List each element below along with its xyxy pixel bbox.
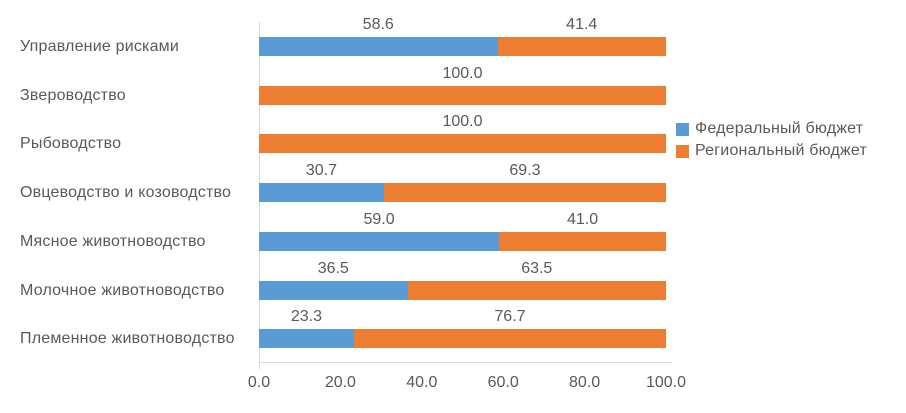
x-axis-tick-label: 80.0: [569, 374, 601, 391]
bar-value-label: 69.3: [509, 162, 541, 180]
bar-segment-regional: [497, 37, 666, 56]
bar-segment-regional: [407, 280, 666, 300]
legend-entry-federal-budget: Федеральный бюджет: [676, 120, 867, 137]
bar-value-label: 59.0: [363, 210, 395, 228]
bar-value-label: 76.7: [494, 308, 526, 326]
category-label: Звероводство: [20, 86, 126, 104]
bar-value-label: 41.4: [566, 16, 598, 33]
x-axis-line: [259, 362, 672, 363]
category-label: Управление рисками: [20, 38, 180, 55]
legend-label-regional-budget: Региональный бюджет: [695, 142, 868, 159]
bar-segment-regional: [259, 134, 666, 154]
x-axis-tick-mark: [259, 362, 260, 369]
bar-value-label: 100.0: [442, 64, 483, 82]
bar-value-label: 63.5: [521, 259, 553, 277]
category-label: Племенное животноводство: [20, 330, 235, 348]
x-axis-tick-label: 60.0: [487, 374, 519, 391]
bar-segment-regional: [353, 329, 666, 349]
legend: Федеральный бюджет Региональный бюджет: [676, 120, 868, 159]
bar-value-label: 30.7: [305, 162, 338, 180]
x-axis-tick-label: 20.0: [324, 374, 356, 391]
legend-entry-regional-budget: Региональный бюджет: [676, 142, 868, 159]
x-axis-tick-label: 40.0: [406, 374, 438, 391]
bar-value-label: 23.3: [290, 308, 322, 326]
legend-swatch-federal-budget: [676, 122, 689, 136]
bar-segment-federal: [259, 183, 384, 203]
bar-segment-federal: [259, 329, 354, 349]
bar-segment-federal: [259, 37, 498, 56]
bar-value-label: 36.5: [317, 259, 349, 277]
category-label: Рыбоводство: [20, 135, 122, 153]
bar-segment-federal: [259, 280, 408, 300]
bar-value-label: 100.0: [442, 113, 483, 131]
bar-segment-regional: [259, 85, 666, 105]
bar-segment-regional: [499, 231, 666, 251]
x-axis-tick-label: 100.0: [645, 374, 687, 391]
bar-segment-federal: [259, 231, 500, 251]
legend-label-federal-budget: Федеральный бюджет: [695, 120, 864, 137]
legend-swatch-regional-budget: [676, 144, 689, 158]
category-label: Молочное животноводство: [20, 281, 225, 299]
category-label: Мясное животноводство: [20, 232, 206, 250]
bar-segment-regional: [383, 183, 666, 203]
bar-value-label: 41.0: [566, 210, 599, 228]
x-axis-tick-label: 0.0: [247, 374, 271, 391]
bar-value-label: 58.6: [362, 16, 394, 33]
category-label: Овцеводство и козоводство: [20, 184, 232, 202]
